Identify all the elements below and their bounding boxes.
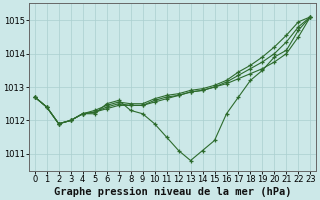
X-axis label: Graphe pression niveau de la mer (hPa): Graphe pression niveau de la mer (hPa) xyxy=(54,186,291,197)
